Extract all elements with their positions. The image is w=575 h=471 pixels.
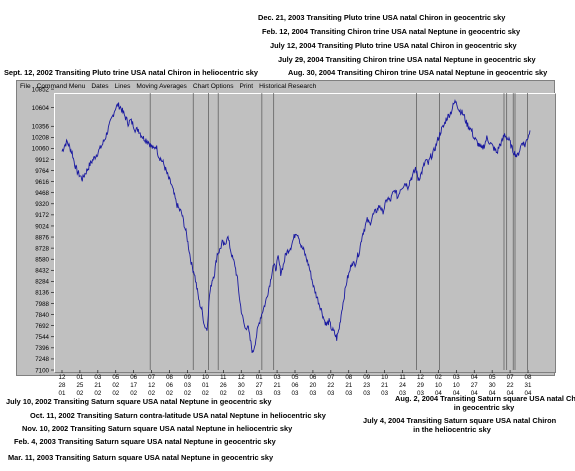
x-tick-label: 22 bbox=[507, 382, 514, 389]
x-tick-label: 20 bbox=[309, 382, 316, 389]
menu-bar: File Command Menu Dates Lines Moving Ave… bbox=[17, 81, 554, 92]
annotation-oct-11-2002: Oct. 11, 2002 Transiting Saturn contra-l… bbox=[30, 411, 326, 420]
x-tick-label: 21 bbox=[345, 382, 352, 389]
x-tick-label: 30 bbox=[238, 382, 245, 389]
chart-window: File Command Menu Dates Lines Moving Ave… bbox=[16, 80, 556, 376]
annotation-july-12-2004: July 12, 2004 Transiting Pluto trine USA… bbox=[270, 41, 517, 50]
menu-lines[interactable]: Lines bbox=[114, 83, 131, 90]
annotation-july-4-line2: in the heliocentric sky bbox=[413, 425, 491, 434]
x-tick-label: 03 bbox=[381, 390, 388, 397]
x-tick-label: 02 bbox=[220, 390, 227, 397]
x-tick-label: 03 bbox=[274, 390, 281, 397]
x-tick-label: 02 bbox=[76, 390, 83, 397]
annotation-july-4-2004: July 4, 2004 Transiting Saturn square US… bbox=[363, 416, 557, 434]
menu-historical-research[interactable]: Historical Research bbox=[259, 83, 317, 90]
x-tick-label: 12 bbox=[148, 382, 155, 389]
annotation-aug-30-2004: Aug. 30, 2004 Transiting Chiron trine US… bbox=[288, 68, 548, 77]
x-tick-label: 03 bbox=[345, 390, 352, 397]
x-tick-label: 02 bbox=[166, 390, 173, 397]
x-tick-label: 02 bbox=[112, 382, 119, 389]
x-tick-label: 02 bbox=[238, 390, 245, 397]
x-tick-label: 03 bbox=[184, 382, 191, 389]
x-tick-label: 27 bbox=[471, 382, 478, 389]
x-tick-label: 03 bbox=[256, 390, 263, 397]
annotation-july-4-line1: July 4, 2004 Transiting Saturn square US… bbox=[363, 416, 557, 425]
x-tick-label: 28 bbox=[59, 382, 66, 389]
x-tick-label: 10 bbox=[435, 382, 442, 389]
annotation-feb-4-2003: Feb. 4, 2003 Transiting Saturn square US… bbox=[14, 437, 276, 446]
x-tick-label: 02 bbox=[148, 390, 155, 397]
x-tick-label: 29 bbox=[417, 382, 424, 389]
annotation-nov-10-2002: Nov. 10, 2002 Transiting Saturn square U… bbox=[22, 424, 293, 433]
x-tick-label: 27 bbox=[256, 382, 263, 389]
annotation-mar-11-2003: Mar. 11, 2003 Transiting Saturn square U… bbox=[8, 453, 274, 462]
annotation-sept-12-2002: Sept. 12, 2002 Transiting Pluto trine US… bbox=[4, 68, 258, 77]
x-tick-label: 25 bbox=[76, 382, 83, 389]
x-tick-label: 23 bbox=[363, 382, 370, 389]
x-tick-label: 01 bbox=[202, 382, 209, 389]
menu-chart-options[interactable]: Chart Options bbox=[192, 83, 234, 90]
annotation-aug-2-line2: in geocentric sky bbox=[453, 403, 515, 412]
x-tick-label: 30 bbox=[489, 382, 496, 389]
x-tick-label: 02 bbox=[112, 390, 119, 397]
annotation-dec-21-2003: Dec. 21, 2003 Transiting Pluto trine USA… bbox=[258, 13, 506, 22]
x-tick-label: 06 bbox=[292, 382, 299, 389]
x-tick-label: 03 bbox=[292, 390, 299, 397]
plot-area bbox=[54, 93, 556, 373]
x-tick-label: 02 bbox=[202, 390, 209, 397]
x-tick-label: 21 bbox=[381, 382, 388, 389]
menu-print[interactable]: Print bbox=[239, 83, 254, 90]
x-tick-label: 02 bbox=[184, 390, 191, 397]
x-tick-label: 31 bbox=[525, 382, 532, 389]
annotation-feb-12-2004: Feb. 12, 2004 Transiting Chiron trine US… bbox=[262, 27, 521, 36]
menu-command-menu[interactable]: Command Menu bbox=[36, 83, 86, 90]
x-tick-label: 21 bbox=[94, 382, 101, 389]
annotation-aug-2-line1: Aug. 2, 2004 Transiting Saturn square US… bbox=[395, 394, 575, 403]
x-tick-label: 02 bbox=[94, 390, 101, 397]
x-tick-label: 03 bbox=[363, 390, 370, 397]
menu-moving-averages[interactable]: Moving Averages bbox=[136, 83, 187, 90]
x-tick-label: 22 bbox=[327, 382, 334, 389]
menu-file[interactable]: File bbox=[20, 83, 31, 90]
x-tick-label: 21 bbox=[274, 382, 281, 389]
x-tick-label: 10 bbox=[453, 382, 460, 389]
x-tick-label: 03 bbox=[327, 390, 334, 397]
x-tick-label: 26 bbox=[220, 382, 227, 389]
x-tick-label: 02 bbox=[130, 390, 137, 397]
menu-dates[interactable]: Dates bbox=[91, 83, 109, 90]
x-tick-label: 17 bbox=[130, 382, 137, 389]
annotation-aug-2-2004: Aug. 2, 2004 Transiting Saturn square US… bbox=[395, 394, 575, 412]
annotation-july-10-2002: July 10, 2002 Transiting Saturn square U… bbox=[6, 397, 272, 406]
x-tick-label: 01 bbox=[59, 390, 66, 397]
annotation-july-29-2004: July 29, 2004 Transiting Chiron trine US… bbox=[278, 55, 536, 64]
x-tick-label: 03 bbox=[309, 390, 316, 397]
x-tick-label: 24 bbox=[399, 382, 406, 389]
x-tick-label: 06 bbox=[166, 382, 173, 389]
